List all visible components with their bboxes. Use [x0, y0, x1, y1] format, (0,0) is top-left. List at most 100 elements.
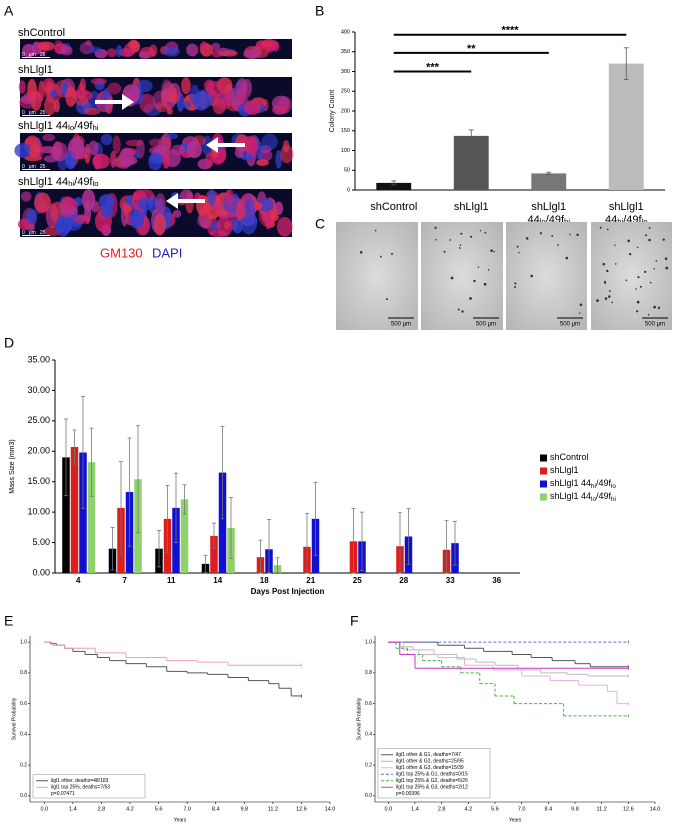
colony-dot	[457, 308, 460, 311]
colony-dot	[565, 256, 569, 260]
colony-dot	[443, 250, 446, 253]
cell-stain	[236, 78, 248, 97]
cell-stain	[65, 86, 77, 107]
cell-stain	[161, 79, 173, 102]
colony-dot	[450, 276, 454, 280]
colony-dot	[477, 266, 480, 268]
scale-bar-label: 500 μm	[645, 322, 665, 328]
scale-part: 0	[22, 164, 25, 170]
cell-stain	[88, 140, 99, 156]
scale-part: 0	[22, 230, 25, 236]
colony-dot	[665, 266, 669, 270]
colony-dot	[551, 235, 554, 237]
colony-dot	[539, 232, 543, 235]
x-tick-label: 2.8	[438, 806, 446, 812]
cell-stain	[240, 153, 255, 161]
x-tick-label: 1.4	[69, 806, 77, 812]
colony-dot	[596, 299, 599, 303]
colony-dot	[611, 301, 614, 304]
colony-dot	[479, 230, 482, 232]
cell-stain	[275, 104, 289, 114]
cell-stain	[106, 48, 117, 58]
cell-stain	[138, 50, 150, 59]
x-tick-label: 7.0	[518, 806, 526, 812]
legend-swatch	[540, 467, 547, 475]
cell-stain	[123, 203, 132, 218]
colony-dot	[434, 226, 437, 229]
colony-dot	[490, 249, 493, 252]
x-axis-label: Days Post Injection	[251, 587, 325, 596]
colony-dot	[359, 250, 363, 254]
cell-stain	[22, 43, 36, 58]
panel-letter: A	[4, 3, 14, 19]
y-tick-label: 300	[341, 69, 350, 75]
cell-stain	[186, 140, 202, 159]
colony-dot	[449, 239, 452, 241]
bar	[70, 447, 79, 573]
x-tick-label: 0.0	[385, 806, 393, 812]
cell-stain	[243, 49, 259, 59]
label-part: /49f	[74, 120, 93, 132]
x-tick-label: 8.4	[545, 806, 553, 812]
y-tick-label: 250	[341, 89, 350, 95]
scale-bar-label: 500 μm	[476, 322, 496, 328]
cell-stain	[115, 44, 123, 58]
y-tick-label: 1.0	[365, 639, 372, 645]
cell-stain	[186, 43, 199, 57]
subscript: lo	[642, 217, 648, 226]
x-tick-label: 12.6	[296, 806, 307, 812]
y-axis-label: Mass Size (mm3)	[9, 439, 16, 493]
y-axis-label: Survival Probability	[356, 697, 362, 740]
cell-stain	[249, 136, 259, 157]
colony-dot	[487, 269, 490, 271]
cell-stain	[214, 92, 232, 110]
cell-stain	[193, 90, 210, 111]
cell-stain	[276, 216, 293, 237]
label-part: shLlgl1 44	[18, 120, 68, 132]
bar	[79, 452, 87, 573]
y-tick-label: 200	[341, 108, 350, 114]
y-tick-label: 350	[341, 49, 350, 55]
cell-stain	[37, 41, 56, 51]
colony-dot	[469, 297, 472, 300]
cell-stain	[107, 82, 122, 95]
label-part: shLlgl1	[18, 64, 53, 76]
x-tick-label: shLlgl1	[609, 201, 644, 213]
cell-stain	[234, 146, 244, 159]
cell-stain	[89, 46, 102, 54]
legend-label: ilgl1 other, deaths=48/183	[51, 778, 109, 784]
colony-dot	[483, 282, 487, 286]
y-axis-label: Survival Probability	[11, 697, 17, 740]
cell-stain	[134, 151, 141, 159]
colony-dot	[525, 237, 529, 240]
row-label: shControl	[18, 27, 65, 39]
stain-legend: GM130	[100, 245, 143, 260]
cell-stain	[29, 144, 41, 158]
colony-dot	[644, 270, 647, 274]
scale-part: 25	[40, 230, 46, 236]
label-part: /49f	[596, 478, 612, 488]
label-part: shLlgl1	[454, 201, 489, 213]
x-tick-label: 2.8	[98, 806, 106, 812]
panel-letter: E	[4, 613, 13, 629]
x-tick-label: 11.2	[268, 806, 278, 812]
y-tick-label: 5.00	[32, 537, 50, 547]
y-tick-label: 0	[347, 187, 350, 193]
cell-stain	[165, 133, 179, 140]
cell-stain	[199, 41, 209, 53]
colony-dot	[557, 244, 559, 246]
cell-stain	[223, 220, 231, 230]
cell-stain	[20, 191, 32, 202]
x-tick-label: 9.8	[571, 806, 579, 812]
legend-box	[32, 774, 146, 799]
colony-dot	[653, 268, 656, 270]
colony-image	[336, 222, 418, 330]
cell-stain	[138, 197, 154, 211]
cell-stain	[148, 44, 158, 57]
cell-stain	[210, 202, 225, 211]
cell-stain	[211, 42, 221, 51]
legend-label: shLlgl1	[550, 465, 579, 475]
colony-dot	[603, 280, 607, 284]
colony-dot	[606, 228, 609, 231]
